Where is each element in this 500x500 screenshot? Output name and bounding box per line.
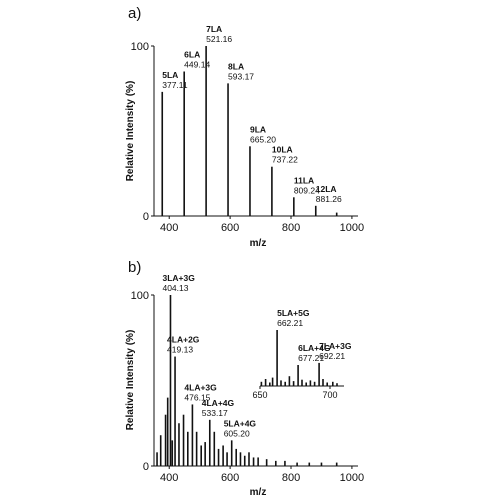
x-tick-label: 800 — [282, 472, 300, 484]
x-tick-label: 400 — [160, 222, 178, 234]
peak-name: 4LA+3G — [184, 382, 217, 392]
peak-mz: 476.15 — [184, 392, 210, 402]
peak-mz: 665.20 — [250, 134, 276, 144]
peak-name: 7LA+3G — [319, 341, 352, 351]
peak-name: 5LA+4G — [224, 418, 257, 428]
x-tick-label: 400 — [160, 472, 178, 484]
x-tick-label: 1000 — [340, 472, 364, 484]
peak-mz: 677.21 — [298, 353, 324, 363]
peak-name: 6LA — [184, 50, 200, 60]
x-tick-label: 600 — [221, 222, 239, 234]
peak-mz: 809.24 — [294, 185, 320, 195]
x-tick-label: 700 — [322, 390, 337, 400]
peak-name: 10LA — [272, 145, 293, 155]
y-tick-label: 100 — [131, 290, 149, 302]
y-axis-label: Relative Intensity (%) — [125, 81, 136, 182]
peak-mz: 419.13 — [167, 345, 193, 355]
x-axis-label: m/z — [250, 487, 267, 498]
peak-mz: 593.17 — [228, 71, 254, 81]
y-axis-label: Relative Intensity (%) — [125, 330, 136, 431]
peak-name: 7LA — [206, 24, 222, 34]
x-tick-label: 600 — [221, 472, 239, 484]
peak-mz: 377.11 — [162, 80, 188, 90]
x-tick-label: 650 — [252, 390, 267, 400]
peak-name: 5LA — [162, 70, 178, 80]
y-tick-label: 0 — [143, 461, 149, 473]
peak-mz: 404.13 — [162, 283, 188, 293]
x-tick-label: 1000 — [340, 222, 364, 234]
peak-mz: 605.20 — [224, 428, 250, 438]
peak-name: 9LA — [250, 124, 266, 134]
x-tick-label: 800 — [282, 222, 300, 234]
panel-label: b) — [128, 259, 141, 276]
peak-name: 12LA — [316, 184, 337, 194]
y-tick-label: 0 — [143, 211, 149, 223]
peak-mz: 662.21 — [277, 318, 303, 328]
x-axis-label: m/z — [250, 238, 267, 249]
peak-name: 4LA+2G — [167, 335, 200, 345]
peak-mz: 533.17 — [202, 408, 228, 418]
peak-name: 11LA — [294, 175, 314, 185]
y-tick-label: 100 — [131, 41, 149, 53]
peak-name: 6LA+4G — [298, 343, 331, 353]
peak-mz: 449.14 — [184, 60, 210, 70]
peak-mz: 881.26 — [316, 194, 342, 204]
panel-label: a) — [128, 5, 141, 22]
peak-name: 8LA — [228, 61, 244, 71]
peak-name: 3LA+3G — [162, 273, 195, 283]
peak-mz: 692.21 — [319, 351, 345, 361]
peak-name: 4LA+4G — [202, 398, 235, 408]
peak-mz: 521.16 — [206, 34, 232, 44]
peak-mz: 737.22 — [272, 155, 298, 165]
peak-name: 5LA+5G — [277, 308, 310, 318]
